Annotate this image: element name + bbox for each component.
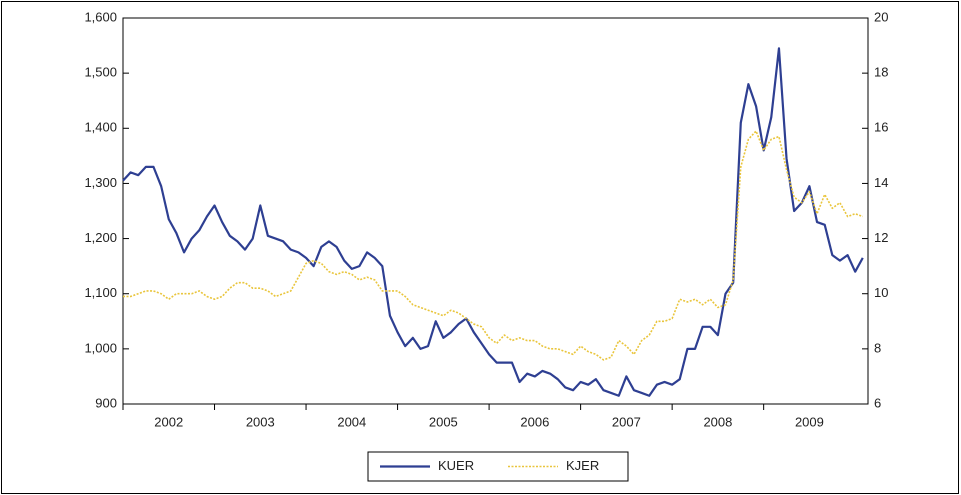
- plot-frame: [122, 17, 869, 405]
- legend-label: KUER: [438, 458, 474, 473]
- y-tick-label: 1,200: [84, 230, 117, 245]
- y-tick-label: 1,100: [84, 285, 117, 300]
- y2-tick-label: 8: [874, 340, 881, 355]
- y-tick-label: 900: [95, 395, 117, 410]
- x-tick-label: 2009: [795, 414, 824, 429]
- y2-tick-label: 18: [874, 65, 888, 80]
- line-1: [123, 130, 864, 361]
- x-tick-label: 2008: [703, 414, 732, 429]
- y2-tick-label: 12: [874, 230, 888, 245]
- y-tick-label: 1,300: [84, 175, 117, 190]
- x-tick-label: 2003: [246, 414, 275, 429]
- x-tick-label: 2005: [429, 414, 458, 429]
- y-tick-label: 1,400: [84, 120, 117, 135]
- y2-tick-label: 16: [874, 120, 888, 135]
- x-tick-label: 2004: [337, 414, 366, 429]
- x-tick-label: 2006: [520, 414, 549, 429]
- line-0: [122, 47, 864, 397]
- y-tick-label: 1,500: [84, 65, 117, 80]
- y2-tick-label: 6: [874, 395, 881, 410]
- y-tick-label: 1,600: [84, 9, 117, 24]
- legend-label: KJER: [566, 458, 599, 473]
- y2-tick-label: 14: [874, 175, 888, 190]
- y-tick-label: 1,000: [84, 340, 117, 355]
- y2-tick-label: 20: [874, 9, 888, 24]
- x-tick-label: 2007: [612, 414, 641, 429]
- y2-tick-label: 10: [874, 285, 888, 300]
- x-tick-label: 2002: [154, 414, 183, 429]
